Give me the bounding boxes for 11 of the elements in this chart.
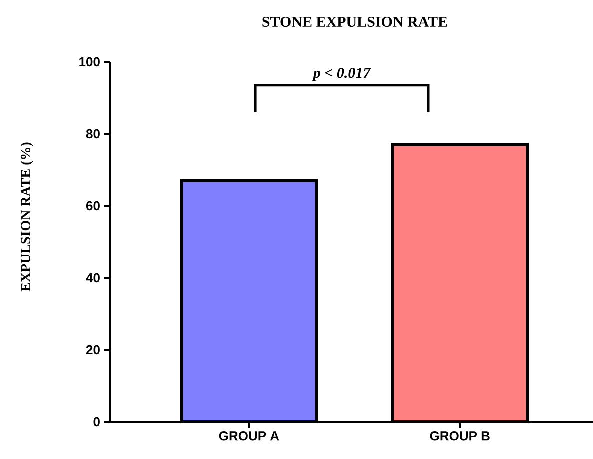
y-tick-label: 20 — [86, 345, 100, 355]
y-tick-label: 100 — [80, 57, 100, 67]
y-tick-label: 80 — [86, 129, 100, 139]
x-tick-label: GROUP B — [430, 432, 490, 441]
chart-title: STONE EXPULSION RATE — [262, 16, 448, 28]
y-tick-label: 40 — [86, 273, 100, 283]
y-axis-title: EXPULSION RATE (%) — [20, 142, 34, 292]
y-tick-label: 0 — [94, 417, 100, 427]
y-tick-label: 60 — [86, 201, 100, 211]
annotation: p < 0.017 — [312, 68, 372, 82]
x-tick-label: GROUP A — [219, 432, 280, 441]
